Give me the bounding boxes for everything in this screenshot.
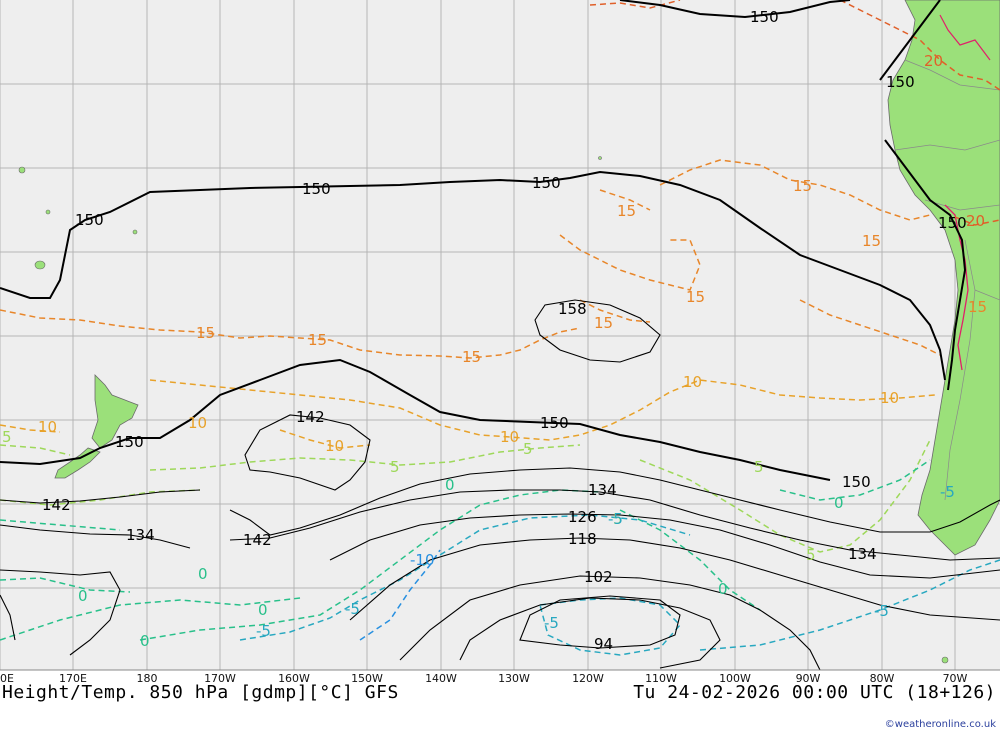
height-label: 134 <box>848 545 877 563</box>
longitude-tick-label: 170W <box>204 672 236 685</box>
height-label: 94 <box>594 635 613 653</box>
andes-hot-contour <box>939 14 991 61</box>
height-label: 150 <box>302 180 331 198</box>
longitude-tick-label: 180 <box>137 672 158 685</box>
height-label: 134 <box>126 526 155 544</box>
longitude-tick-label: 160W <box>278 672 310 685</box>
map-title: Height/Temp. 850 hPa [gdmp][°C] GFS <box>2 682 399 703</box>
longitude-tick-label: 110W <box>645 672 677 685</box>
temp-label: 10 <box>683 373 702 391</box>
height-label: 150 <box>75 211 104 229</box>
temp-label: 5 <box>754 458 764 476</box>
temp-label: 15 <box>968 298 987 316</box>
temp-label: 5 <box>523 440 533 458</box>
longitude-tick-label: 150W <box>351 672 383 685</box>
country-borders <box>894 59 1000 501</box>
height-label: 150 <box>842 473 871 491</box>
temp-label: -5 <box>256 622 271 640</box>
temp-label: 15 <box>308 331 327 349</box>
temp-label: 20 <box>966 212 985 230</box>
height-label: 150 <box>115 433 144 451</box>
longitude-tick-label: 120W <box>572 672 604 685</box>
longitude-tick-label: 80W <box>870 672 895 685</box>
temp-label: 10 <box>880 389 899 407</box>
temp-label: 0 <box>718 580 728 598</box>
height-contours-thin <box>0 299 1000 671</box>
temp-label: 15 <box>793 177 812 195</box>
temp-contours-5 <box>0 439 931 553</box>
height-labels: 150 150 150 150 150 150 150 150 150 158 … <box>42 8 967 653</box>
site-credit: ©weatheronline.co.uk <box>885 719 996 730</box>
temp-label: 0 <box>140 632 150 650</box>
height-label: 150 <box>750 8 779 26</box>
height-label: 142 <box>296 408 325 426</box>
temp-label: 0 <box>198 565 208 583</box>
temp-label: 10 <box>188 414 207 432</box>
new-zealand-north-land <box>91 374 139 449</box>
height-label: 158 <box>558 300 587 318</box>
longitude-tick-label: 100W <box>719 672 751 685</box>
temp-label: 0 <box>834 494 844 512</box>
height-label: 142 <box>42 496 71 514</box>
height-label: 150 <box>532 174 561 192</box>
height-label: 150 <box>540 414 569 432</box>
height-label: 134 <box>588 481 617 499</box>
height-label: 142 <box>243 531 272 549</box>
temp-label: 15 <box>862 232 881 250</box>
height-contours-thick <box>0 0 967 481</box>
longitude-tick-label: 160E <box>0 672 14 685</box>
temp-contours-10 <box>0 379 936 449</box>
temp-label: -5 <box>544 614 559 632</box>
temp-label: -5 <box>940 483 955 501</box>
height-label: 102 <box>584 568 613 586</box>
temp-labels: 20 20 15 15 15 15 15 15 15 15 15 10 10 1… <box>2 52 987 650</box>
longitude-tick-label: 90W <box>796 672 821 685</box>
longitude-tick-label: 140W <box>425 672 457 685</box>
temp-label: 15 <box>462 348 481 366</box>
temp-label: 0 <box>445 476 455 494</box>
height-label: 118 <box>568 530 597 548</box>
temp-label: 10 <box>38 418 57 436</box>
valid-time: Tu 24-02-2026 00:00 UTC (18+126) <box>633 682 996 703</box>
temp-label: -10 <box>410 551 435 569</box>
temp-label: 15 <box>196 324 215 342</box>
chile-highlands-hot <box>944 204 969 371</box>
temp-label: 5 <box>806 546 816 564</box>
temp-label: 15 <box>686 288 705 306</box>
south-america-land <box>887 0 1000 556</box>
temp-label: 0 <box>258 601 268 619</box>
temp-label: 0 <box>78 587 88 605</box>
height-label: 150 <box>886 73 915 91</box>
longitude-tick-label: 70W <box>943 672 968 685</box>
temp-label: -5 <box>345 600 360 618</box>
longitude-tick-label: 130W <box>498 672 530 685</box>
temp-contours-15 <box>0 159 941 359</box>
temp-label: 5 <box>613 510 623 528</box>
pacific-islands <box>18 156 949 664</box>
temp-label: -5 <box>608 510 623 528</box>
height-label: 150 <box>938 214 967 232</box>
longitude-tick-label: 170E <box>59 672 87 685</box>
temp-label: -5 <box>874 602 889 620</box>
footer-bar <box>0 670 1000 733</box>
temp-contours-minus10 <box>359 549 441 641</box>
temp-label: 10 <box>325 437 344 455</box>
temp-label: 20 <box>924 52 943 70</box>
temp-label: 15 <box>594 314 613 332</box>
temp-label: 5 <box>390 458 400 476</box>
temp-label: 10 <box>500 428 519 446</box>
temp-label: 5 <box>2 428 12 446</box>
height-label: 126 <box>568 508 597 526</box>
ocean-background <box>0 0 1000 670</box>
longitude-axis: 160E 170E 180 170W 160W 150W 140W 130W 1… <box>0 672 968 685</box>
temp-label: 15 <box>617 202 636 220</box>
temp-contours-0 <box>0 459 931 641</box>
